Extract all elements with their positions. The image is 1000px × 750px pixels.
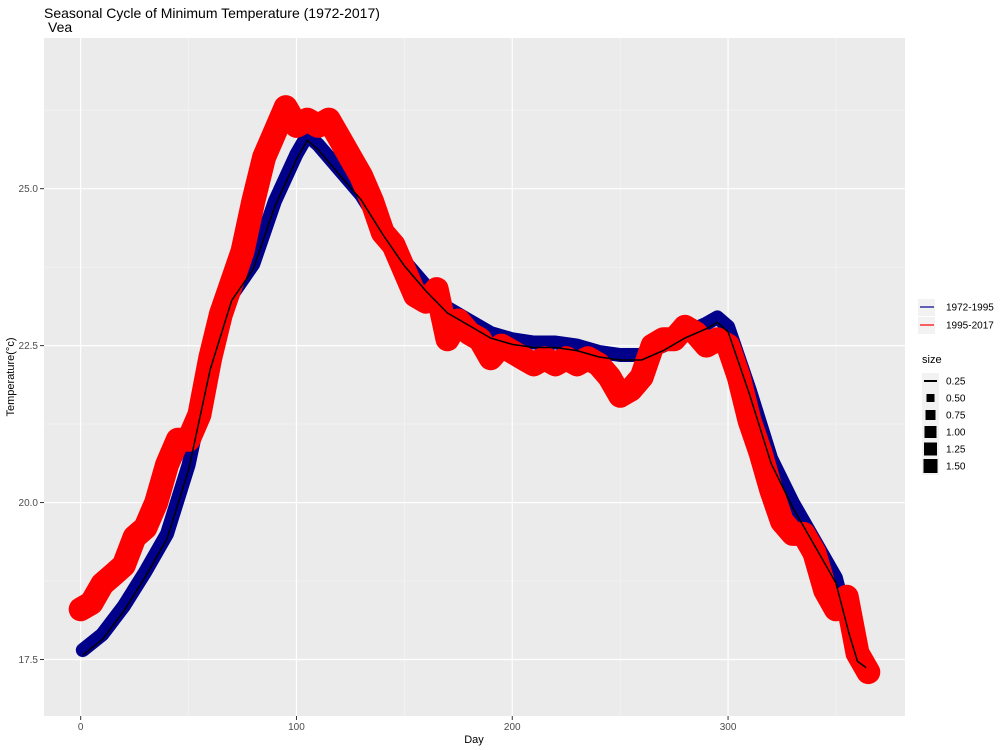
size-legend-swatch bbox=[924, 442, 937, 456]
y-tick-label: 25.0 bbox=[19, 184, 39, 195]
size-legend-swatch bbox=[923, 459, 938, 473]
chart-subtitle: Vea bbox=[48, 19, 72, 35]
plot-panel bbox=[44, 38, 905, 716]
size-legend-label: 0.25 bbox=[946, 377, 966, 388]
y-tick-label: 22.5 bbox=[19, 341, 39, 352]
size-legend-label: 0.75 bbox=[946, 411, 966, 422]
colour-legend-label: 1972-1995 bbox=[946, 303, 994, 314]
series-line-2 bbox=[68, 95, 881, 685]
size-legend-title: size bbox=[922, 354, 942, 366]
y-axis-label: Temperature(°c) bbox=[5, 338, 17, 417]
size-legend-label: 1.25 bbox=[946, 445, 966, 456]
size-legend-swatch bbox=[925, 410, 936, 420]
y-tick-label: 20.0 bbox=[19, 498, 39, 509]
x-tick-label: 200 bbox=[504, 722, 521, 733]
tick-layer: 0 100 200 300 17.5 20.0 22.5 25.0 bbox=[19, 184, 737, 733]
chart-title: Seasonal Cycle of Minimum Temperature (1… bbox=[44, 5, 380, 21]
size-legend-label: 1.50 bbox=[946, 462, 966, 473]
series-outline-line bbox=[82, 139, 867, 669]
size-legend-swatch bbox=[926, 394, 935, 402]
x-axis-label: Day bbox=[464, 734, 484, 746]
x-tick-label: 0 bbox=[78, 722, 84, 733]
size-legend-label: 0.50 bbox=[946, 394, 966, 405]
colour-legend-label: 1995-2017 bbox=[946, 321, 994, 332]
size-legend-swatch bbox=[924, 426, 937, 438]
colour-legend: 1972-1995 1995-2017 bbox=[918, 299, 994, 334]
x-tick-label: 100 bbox=[288, 722, 305, 733]
x-tick-label: 300 bbox=[720, 722, 737, 733]
size-legend: size 0.25 0.50 0.75 1.00 1.25 1.50 bbox=[922, 354, 966, 475]
series-layer bbox=[68, 95, 881, 685]
y-tick-label: 17.5 bbox=[19, 655, 39, 666]
size-legend-label: 1.00 bbox=[946, 428, 966, 439]
